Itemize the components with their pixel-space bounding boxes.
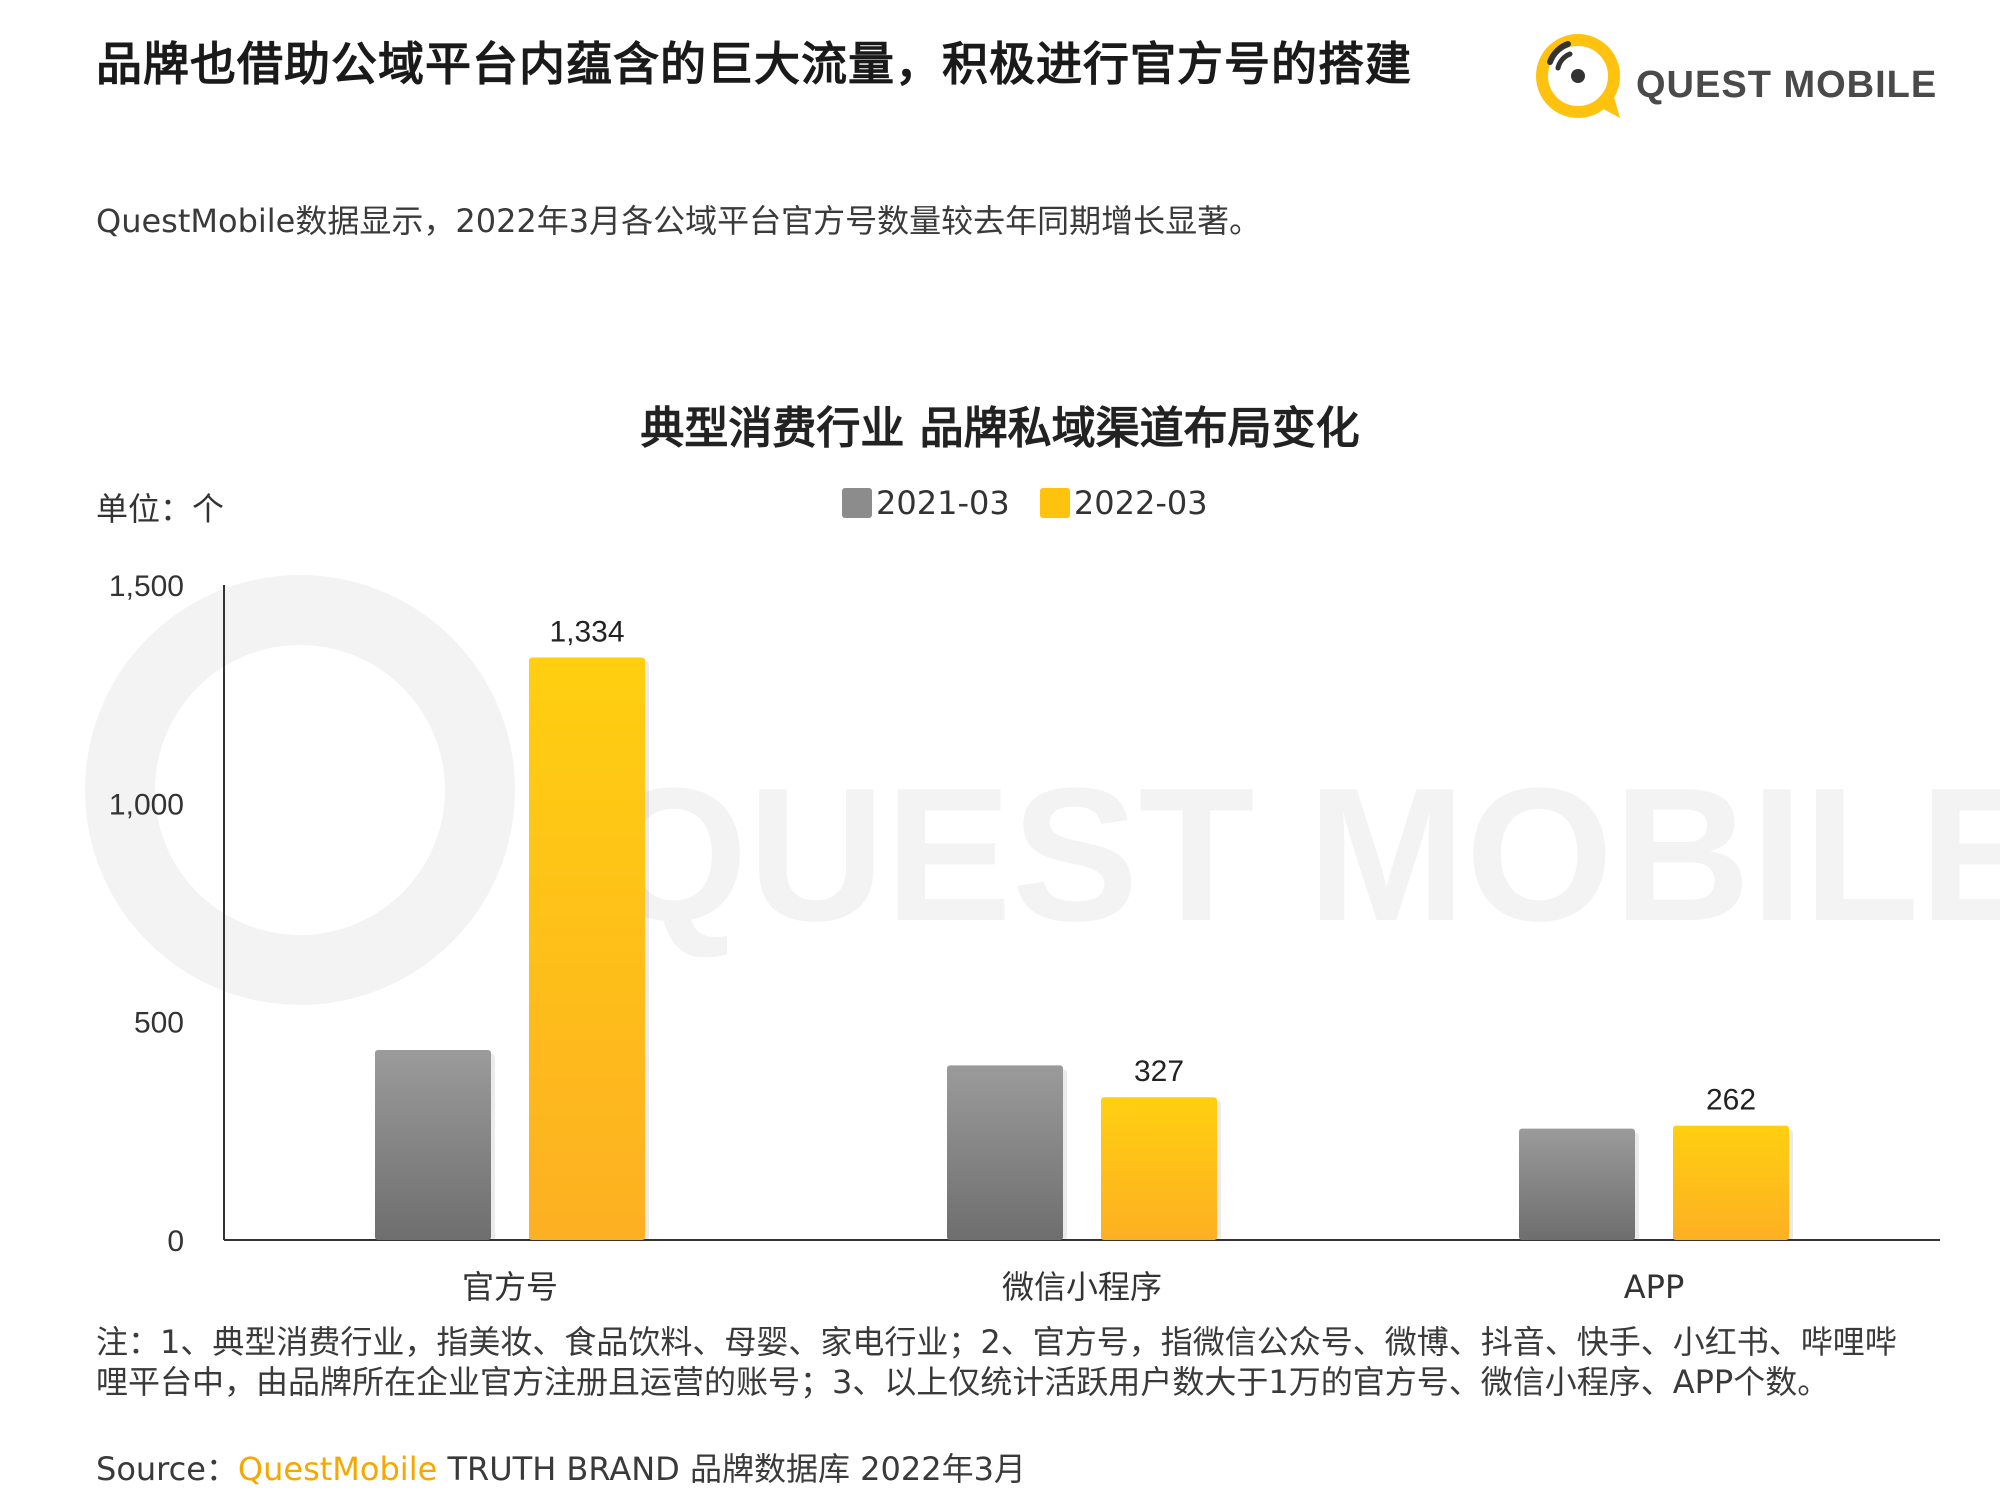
y-tick-label: 500: [134, 1007, 184, 1040]
source-rest: TRUTH BRAND 品牌数据库 2022年3月: [437, 1450, 1026, 1488]
footnote: 注：1、典型消费行业，指美妆、食品饮料、母婴、家电行业；2、官方号，指微信公众号…: [96, 1323, 1897, 1401]
quest-mobile-logo: QUEST MOBILE: [1528, 26, 1938, 122]
legend-item-2022: 2022-03: [1039, 484, 1208, 522]
bar-chart: 0 500 1,000 1,500 1,334 官方号 327 微信小程序 262 APP: [109, 570, 1940, 1306]
source-brand: QuestMobile: [237, 1450, 438, 1488]
bar-2022-03: [1101, 1097, 1217, 1240]
legend-swatch-2021: [842, 488, 872, 518]
data-label: 262: [1706, 1084, 1756, 1117]
data-label: 1,334: [549, 615, 624, 648]
logo-icon: [1536, 34, 1620, 118]
bar-2022-03: [529, 657, 645, 1240]
legend-item-2021: 2021-03: [842, 484, 1010, 522]
unit-label: 单位：个: [96, 490, 225, 528]
x-tick-label: 官方号: [462, 1268, 558, 1306]
bar-2021-03: [947, 1065, 1063, 1240]
page-title: 品牌也借助公域平台内蕴含的巨大流量，积极进行官方号的搭建: [96, 37, 1412, 91]
source-prefix: Source：: [96, 1450, 238, 1488]
bar-2021-03: [1519, 1128, 1635, 1240]
y-tick-label: 1,000: [109, 788, 184, 821]
chart-legend: 2021-03 2022-03: [842, 484, 1228, 526]
data-label: 327: [1134, 1055, 1184, 1088]
source-line: Source：QuestMobile TRUTH BRAND 品牌数据库 202…: [96, 1444, 1026, 1490]
legend-swatch-2022: [1039, 488, 1070, 518]
y-tick-label: 1,500: [109, 570, 184, 603]
x-tick-label: APP: [1624, 1268, 1684, 1306]
legend-label-2021: 2021-03: [876, 484, 1010, 522]
x-tick-label: 微信小程序: [1002, 1268, 1162, 1306]
subtitle: QuestMobile数据显示，2022年3月各公域平台官方号数量较去年同期增长…: [96, 202, 1262, 240]
y-tick-label: 0: [167, 1225, 184, 1258]
bar-2021-03: [375, 1050, 491, 1240]
logo-text: QUEST MOBILE: [1636, 64, 1938, 106]
legend-label-2022: 2022-03: [1073, 484, 1208, 522]
chart-title: 典型消费行业 品牌私域渠道布局变化: [640, 403, 1360, 454]
bar-2022-03: [1673, 1125, 1789, 1240]
